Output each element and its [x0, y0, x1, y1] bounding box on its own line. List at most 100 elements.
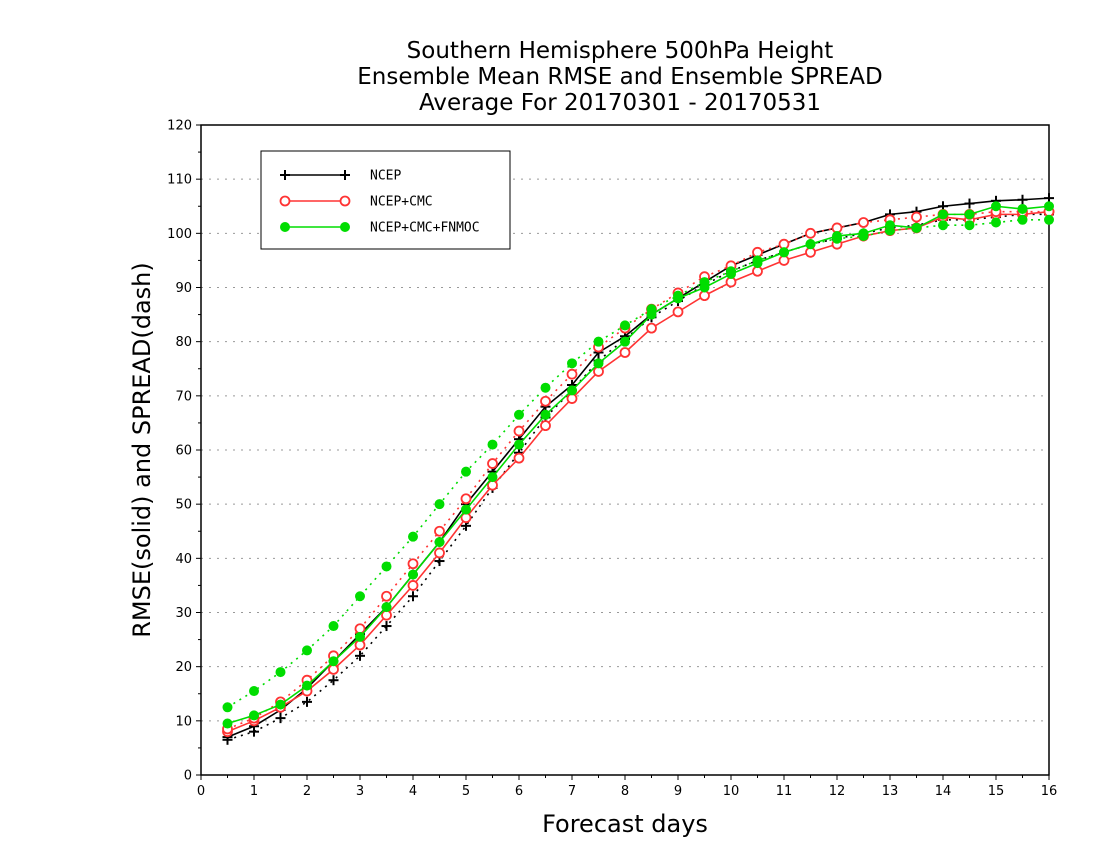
legend-label-ncep-cmc-fnmoc: NCEP+CMC+FNMOC: [370, 221, 480, 236]
ncep-cmc-fnmoc-spread-point: [355, 591, 365, 602]
y-tick-label: 60: [175, 444, 192, 459]
ncep-spread-point: [328, 675, 339, 686]
y-tick-label: 110: [167, 173, 192, 188]
ncep-cmc-fnmoc-spread-point: [328, 621, 339, 632]
ncep-cmc-fnmoc-rmse-point: [991, 201, 1001, 212]
ncep-cmc-rmse-point: [646, 322, 657, 334]
ncep-cmc-fnmoc-rmse-point: [355, 631, 365, 642]
ncep-cmc-fnmoc-spread-point: [222, 702, 233, 713]
ncep-cmc-rmse-point: [619, 347, 631, 358]
ncep-spread-point: [408, 591, 418, 602]
ncep-cmc-fnmoc-rmse-point: [461, 504, 471, 515]
x-tick-label: 1: [250, 784, 258, 799]
x-tick-label: 6: [515, 784, 523, 799]
ncep-rmse-point: [964, 198, 975, 209]
ncep-cmc-fnmoc-spread-point: [991, 217, 1001, 228]
ncep-cmc-fnmoc-spread-point: [938, 220, 948, 231]
legend-marker-right-ncep-cmc: [339, 195, 351, 207]
ncep-cmc-spread-point: [381, 590, 392, 602]
ncep-cmc-fnmoc-spread-point: [805, 239, 816, 250]
ncep-cmc-fnmoc-spread-point: [1044, 214, 1054, 225]
series-ncep-cmc-fnmoc: [222, 201, 1054, 729]
chart-title-line-2: Ensemble Mean RMSE and Ensemble SPREAD: [357, 64, 882, 90]
x-tick-label: 5: [462, 784, 470, 799]
legend-marker-left-ncep: [280, 170, 290, 180]
ncep-spread-point: [381, 621, 392, 632]
ncep-cmc-fnmoc-spread-point: [779, 247, 789, 258]
chart-title-line-1: Southern Hemisphere 500hPa Height: [407, 38, 834, 64]
y-tick-label: 90: [175, 281, 192, 296]
x-tick-label: 11: [776, 784, 793, 799]
ncep-cmc-spread-point: [540, 395, 551, 407]
y-tick-label: 50: [175, 498, 192, 513]
x-tick-label: 16: [1041, 784, 1058, 799]
ncep-cmc-fnmoc-spread-point: [752, 255, 763, 266]
ncep-cmc-rmse-line: [227, 210, 1050, 733]
ncep-cmc-spread-point: [566, 368, 578, 380]
x-tick-label: 0: [197, 784, 205, 799]
x-tick-label: 8: [621, 784, 629, 799]
ncep-cmc-spread-point: [407, 558, 419, 570]
x-tick-label: 4: [409, 784, 417, 799]
ncep-cmc-fnmoc-rmse-point: [381, 602, 392, 613]
y-tick-label: 40: [175, 552, 192, 567]
y-tick-label: 120: [167, 119, 192, 134]
ncep-cmc-fnmoc-spread-point: [593, 336, 604, 347]
ncep-cmc-fnmoc-rmse-point: [434, 537, 445, 548]
ncep-cmc-fnmoc-spread-point: [275, 667, 286, 678]
ncep-cmc-spread-point: [434, 525, 445, 537]
series-layer: [222, 193, 1055, 745]
ncep-cmc-fnmoc-spread-point: [646, 304, 657, 315]
legend-marker-left-ncep-cmc-fnmoc: [280, 222, 290, 232]
ncep-cmc-fnmoc-spread-point: [461, 466, 471, 477]
ncep-cmc-fnmoc-rmse-point: [540, 409, 551, 420]
chart-title-line-3: Average For 20170301 - 20170531: [419, 90, 821, 116]
ncep-cmc-fnmoc-spread-point: [726, 266, 736, 277]
y-tick-label: 100: [167, 227, 192, 242]
ncep-cmc-fnmoc-rmse-point: [487, 472, 498, 483]
legend-marker-right-ncep: [340, 170, 350, 180]
ncep-cmc-fnmoc-spread-point: [381, 561, 392, 572]
ncep-spread-point: [355, 650, 365, 661]
ncep-cmc-spread-point: [805, 227, 816, 239]
y-tick-label: 30: [175, 606, 192, 621]
ncep-cmc-rmse-point: [513, 452, 525, 464]
ncep-cmc-fnmoc-spread-point: [699, 277, 710, 288]
ncep-cmc-fnmoc-spread-point: [1017, 214, 1028, 225]
ncep-cmc-fnmoc-spread-point: [434, 499, 445, 510]
ncep-cmc-fnmoc-spread-point: [858, 231, 869, 242]
ncep-cmc-fnmoc-spread-point: [408, 531, 418, 542]
x-tick-label: 12: [829, 784, 846, 799]
y-axis-title: RMSE(solid) and SPREAD(dash): [128, 262, 156, 638]
ncep-cmc-fnmoc-rmse-point: [514, 439, 524, 450]
legend-marker-right-ncep-cmc-fnmoc: [340, 222, 350, 232]
ncep-cmc-fnmoc-rmse-point: [275, 699, 286, 710]
ncep-cmc-fnmoc-rmse-point: [249, 710, 259, 721]
ncep-spread-point: [249, 726, 259, 737]
legend: NCEP NCEP+CMC NCEP+CMC+FNMOC: [260, 150, 511, 250]
ncep-cmc-fnmoc-spread-point: [832, 233, 842, 244]
series-ncep: [222, 193, 1054, 745]
ncep-cmc-fnmoc-spread-point: [540, 382, 551, 393]
ncep-cmc-fnmoc-rmse-point: [328, 656, 339, 667]
ncep-cmc-rmse-point: [540, 420, 551, 432]
ncep-cmc-fnmoc-spread-point: [673, 290, 683, 301]
ncep-cmc-rmse-point: [672, 306, 684, 318]
x-tick-label: 15: [988, 784, 1005, 799]
grid-layer: [201, 178, 1049, 722]
ncep-cmc-fnmoc-rmse-point: [1044, 201, 1054, 212]
legend-label-ncep-cmc: NCEP+CMC: [370, 195, 433, 210]
ncep-cmc-rmse-point: [407, 580, 419, 591]
ncep-cmc-spread-point: [460, 493, 472, 505]
x-tick-label: 13: [882, 784, 899, 799]
x-tick-label: 9: [674, 784, 682, 799]
y-tick-label: 80: [175, 335, 192, 350]
ncep-cmc-fnmoc-spread-point: [249, 686, 259, 697]
x-axis-title: Forecast days: [542, 810, 708, 838]
ncep-cmc-spread-point: [487, 458, 498, 469]
series-ncep-cmc: [222, 206, 1055, 738]
ncep-cmc-fnmoc-spread-point: [964, 220, 975, 231]
ncep-cmc-spread-line: [227, 210, 1049, 730]
y-tick-label: 10: [175, 714, 192, 729]
